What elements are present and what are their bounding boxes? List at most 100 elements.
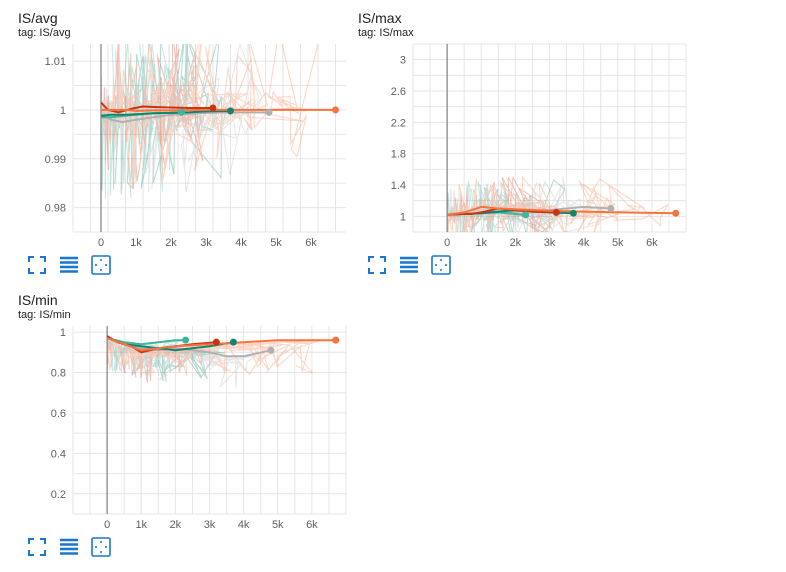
- x-tick-label: 5k: [272, 519, 284, 531]
- raw-trace: [446, 179, 571, 232]
- plot-is-max[interactable]: 0 1k 2k 3k 4k 5k 6k 1 1.4 1.8 2.2 2.6 3: [358, 40, 688, 250]
- x-tick-label: 0: [444, 237, 450, 249]
- data-table-icon: [400, 256, 418, 273]
- y-tick-label: 1.8: [391, 149, 406, 161]
- y-tick-label: 0.6: [51, 408, 66, 420]
- x-tick-label: 4k: [238, 519, 250, 531]
- plot-is-avg[interactable]: 0 1k 2k 3k 4k 5k 6k 0.98 0.99 1 1.01: [18, 40, 348, 250]
- x-tick-label: 5k: [270, 237, 282, 249]
- fit-domain-button[interactable]: [90, 536, 112, 558]
- chart-card-is-avg: IS/avg tag: IS/avg 0 1k 2k 3k 4k 5k 6k 0.98 0.99…: [18, 10, 358, 290]
- chart-title: IS/avg: [18, 10, 58, 26]
- plot-is-min[interactable]: 0 1k 2k 3k 4k 5k 6k 0.2 0.4 0.6 0.8 1: [18, 322, 348, 532]
- series-end-point: [332, 106, 339, 114]
- chart-toolbar: [26, 536, 112, 558]
- series-end-point: [227, 107, 234, 115]
- x-tick-label: 2k: [170, 519, 182, 531]
- grid: [72, 326, 347, 515]
- raw-trace: [446, 176, 600, 232]
- y-tick-label: 2.6: [391, 86, 406, 98]
- y-tick-label: 1: [60, 327, 66, 339]
- raw-trace: [100, 44, 263, 193]
- y-tick-label: 0.8: [51, 367, 66, 379]
- fit-domain-icon: [91, 537, 111, 557]
- y-tick-label: 3: [400, 55, 406, 67]
- raw-trace: [446, 181, 522, 232]
- data-table-button[interactable]: [58, 254, 80, 276]
- chart-toolbar: [366, 254, 452, 276]
- y-tick-label: 1.4: [391, 180, 406, 192]
- series-end-point: [332, 336, 340, 344]
- x-tick-label: 5k: [612, 237, 624, 249]
- chart-tag: tag: IS/avg: [18, 27, 71, 39]
- series-line: [100, 109, 231, 117]
- raw-trace: [100, 44, 173, 199]
- x-tick-label: 2k: [165, 237, 177, 249]
- x-tick-label: 1k: [135, 519, 147, 531]
- series-end-point: [212, 338, 220, 346]
- raw-trace: [100, 44, 204, 190]
- x-tick-label: 4k: [235, 237, 247, 249]
- chart-toolbar: [26, 254, 112, 276]
- x-tick-label: 0: [98, 237, 104, 249]
- series-lines: [106, 335, 336, 358]
- y-tick-label: 0.99: [45, 154, 66, 166]
- y-tick-label: 1: [400, 211, 406, 223]
- fullscreen-icon: [368, 256, 386, 274]
- x-tick-label: 6k: [306, 519, 318, 531]
- series-line: [106, 337, 186, 346]
- series-end-point: [178, 108, 185, 116]
- y-tick-label: 1.01: [45, 56, 66, 68]
- series-line: [106, 337, 336, 352]
- raw-trace: [106, 339, 226, 381]
- series-end-point: [265, 108, 273, 116]
- series-lines: [446, 205, 676, 216]
- raw-traces: [100, 44, 319, 199]
- series-end-point: [267, 346, 275, 354]
- fullscreen-button[interactable]: [366, 254, 388, 276]
- fullscreen-icon: [28, 256, 46, 274]
- data-table-icon: [60, 256, 78, 273]
- x-tick-label: 0: [104, 519, 110, 531]
- y-tick-label: 2.2: [391, 117, 406, 129]
- series-end-point: [607, 205, 615, 212]
- series-end-point: [182, 336, 190, 344]
- chart-card-is-max: IS/max tag: IS/max 0 1k 2k 3k 4k 5k 6k 1 1.4 1.8 2…: [358, 10, 698, 290]
- data-table-button[interactable]: [58, 536, 80, 558]
- y-tick-label: 1: [60, 105, 66, 117]
- x-tick-label: 4k: [578, 237, 590, 249]
- fullscreen-button[interactable]: [26, 254, 48, 276]
- x-tick-label: 3k: [200, 237, 212, 249]
- x-tick-label: 6k: [305, 237, 317, 249]
- series-end-point: [569, 209, 577, 217]
- fit-domain-icon: [91, 255, 111, 275]
- fit-domain-icon: [431, 255, 451, 275]
- fullscreen-button[interactable]: [26, 536, 48, 558]
- fit-domain-button[interactable]: [430, 254, 452, 276]
- chart-title: IS/max: [358, 10, 402, 26]
- chart-tag: tag: IS/min: [18, 309, 71, 321]
- series-line: [446, 205, 676, 216]
- chart-card-is-min: IS/min tag: IS/min 0 1k 2k 3k 4k 5k 6k 0.2 0.4 0.…: [18, 292, 358, 572]
- chart-title: IS/min: [18, 292, 58, 308]
- series-end-point: [229, 338, 237, 346]
- chart-tag: tag: IS/max: [358, 27, 414, 39]
- data-table-button[interactable]: [398, 254, 420, 276]
- data-table-icon: [60, 538, 78, 555]
- fit-domain-button[interactable]: [90, 254, 112, 276]
- raw-trace: [100, 44, 228, 195]
- series-end-point: [552, 208, 560, 216]
- x-tick-label: 1k: [475, 237, 487, 249]
- series-end-point: [522, 211, 530, 219]
- grid: [412, 43, 687, 233]
- x-tick-label: 3k: [204, 519, 216, 531]
- series-end-point: [672, 209, 680, 217]
- x-tick-label: 2k: [510, 237, 522, 249]
- x-tick-label: 3k: [544, 237, 556, 249]
- series-end-point: [209, 104, 217, 112]
- y-tick-label: 0.2: [51, 489, 66, 501]
- raw-trace: [100, 44, 319, 184]
- x-tick-label: 6k: [646, 237, 658, 249]
- series-line: [101, 108, 336, 112]
- y-tick-label: 0.4: [51, 448, 66, 460]
